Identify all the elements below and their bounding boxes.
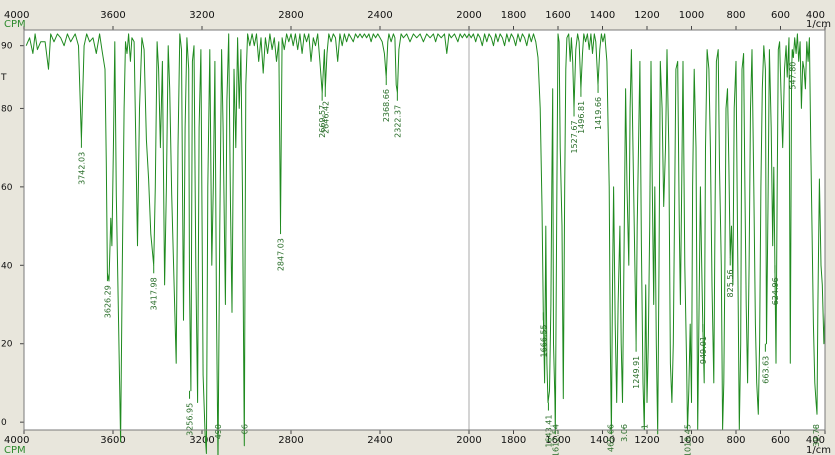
peak-label: 663.63 [761,356,770,384]
bottom-tick-label: 400 [806,435,825,446]
top-tick-label: 3200 [189,10,214,21]
peak-label: 1666.55 [539,324,548,357]
top-tick-label: 2400 [367,10,392,21]
top-tick-label: 2000 [456,10,481,21]
top-tick-label: 1400 [590,10,615,21]
bottom-tick-label: 800 [726,435,745,446]
peak-label: 490 [214,424,223,439]
y-tick-label: 20 [1,340,13,350]
bottom-tick-label: 1200 [634,435,659,446]
peak-label: 06 [240,424,249,434]
spectrum-series-line [25,33,826,455]
top-unit-label: 1/cm [806,19,831,30]
bottom-tick-label: 1000 [679,435,704,446]
peak-label: 1 [640,424,649,429]
top-tick-label: 1200 [634,10,659,21]
y-tick-label: 80 [1,104,13,114]
peak-label: 949.01 [699,336,708,364]
peak-label: 39.78 [812,424,821,447]
peak-label: 2368.66 [382,89,391,122]
bottom-tick-label: 600 [771,435,790,446]
bottom-tick-label: 2400 [367,435,392,446]
plot-frame [23,29,826,431]
peak-label: 1612.54 [551,424,560,455]
peak-label: 2322.37 [393,105,402,138]
peak-label: 1643.41 [544,415,553,448]
top-scale-mode-label: CPM [4,19,26,30]
bottom-tick-label: 2000 [456,435,481,446]
bottom-tick-label: 1600 [545,435,570,446]
top-tick-label: 4000 [4,10,29,21]
top-tick-label: 3600 [100,10,125,21]
peak-label: 1018.45 [683,424,692,455]
left-axis: 0 20 40 60 80 90 T [0,42,24,428]
top-tick-label: 1800 [501,10,526,21]
y-tick-label: 40 [1,261,13,271]
top-tick-label: 2800 [278,10,303,21]
bottom-tick-label: 3200 [189,435,214,446]
peak-label: 547.80 [788,62,797,90]
y-tick-label: 0 [1,418,7,428]
peak-label: 624.96 [771,277,780,305]
bottom-tick-label: 3600 [100,435,125,446]
bottom-scale-mode-label: CPM [4,445,26,455]
bottom-tick-label: 4000 [4,435,29,446]
peak-label: 825.56 [726,269,735,297]
bottom-unit-label: 1/cm [806,445,831,455]
y-tick-label: 90 [1,42,13,52]
bottom-tick-label: 2800 [278,435,303,446]
peak-label: 1249.91 [632,356,641,389]
peak-label-layer: 3742.03 3626.29 3417.98 3256.95 490 06 2847.03… [77,49,821,455]
peak-label: 1527.67 [570,120,579,153]
peak-label: 2646.42 [321,101,330,134]
bottom-axis: 4000 3600 3200 2800 2400 2000 1800 1600 1400 1200… [4,430,831,455]
top-tick-label: 600 [771,10,790,21]
bottom-tick-label: 1400 [590,435,615,446]
y-tick-label: 60 [1,183,13,193]
peak-label: 3256.95 [186,403,195,436]
peak-label: 1419.66 [594,97,603,130]
peak-label: 2847.03 [277,238,286,271]
peak-label: 465.66 [606,424,615,452]
peak-label: 1496.81 [577,101,586,134]
peak-label: 3.06 [620,424,629,442]
top-tick-label: 1600 [545,10,570,21]
peak-label: 3626.29 [103,285,112,318]
y-axis-title: T [0,73,7,83]
peak-label: 3742.03 [77,152,86,185]
top-tick-label: 1000 [679,10,704,21]
top-tick-label: 800 [726,10,745,21]
top-tick-label: 400 [806,10,825,21]
peak-label: 2669.57 [318,105,327,138]
top-axis: 4000 3600 3200 2800 2400 2000 1800 1600 1400 1200… [4,10,831,30]
peak-label: 3417.98 [150,277,159,310]
series-layer [25,33,826,455]
bottom-tick-label: 1800 [501,435,526,446]
